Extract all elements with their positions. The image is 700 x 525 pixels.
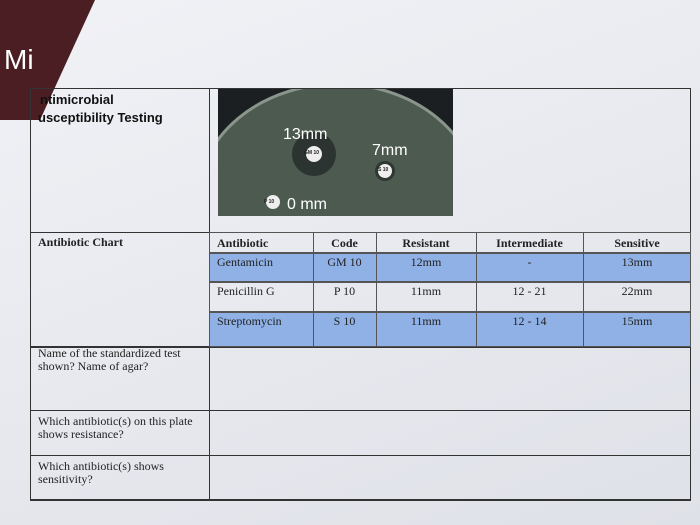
table-row <box>209 312 691 347</box>
table-row <box>209 282 691 312</box>
question: Which antibiotic(s) on this plate shows … <box>38 414 193 441</box>
column-divider <box>476 312 477 347</box>
blank-cell <box>30 455 210 500</box>
table-cell: 11mm <box>410 284 442 298</box>
table-cell: Streptomycin <box>217 314 282 328</box>
column-divider <box>583 312 584 347</box>
table-cell: 13mm <box>621 255 653 269</box>
plate-photo <box>218 89 453 216</box>
table-row <box>209 253 691 282</box>
table-row <box>209 232 691 253</box>
column-divider <box>476 282 477 312</box>
title-line: usceptibility Testing <box>38 110 163 125</box>
disk-label: P 10 <box>264 199 275 205</box>
table-cell: 22mm <box>621 284 653 298</box>
column-divider <box>313 312 314 347</box>
column-divider <box>376 232 377 253</box>
corner-text: Mi <box>4 44 34 75</box>
table-cell: P 10 <box>333 284 356 298</box>
table-cell: GM 10 <box>327 255 362 269</box>
title-line: ntimicrobial <box>40 92 114 107</box>
column-divider <box>313 253 314 282</box>
column-divider <box>583 232 584 253</box>
blank-cell <box>209 455 691 500</box>
column-header: Intermediate <box>496 236 563 250</box>
column-header: Antibiotic <box>217 236 269 250</box>
plate-label: 13mm <box>283 126 328 143</box>
table-cell: 12 - 14 <box>512 314 547 328</box>
column-divider <box>313 282 314 312</box>
table-cell: Penicillin G <box>217 284 275 298</box>
column-header: Resistant <box>402 236 450 250</box>
table-cell: Gentamicin <box>217 255 273 269</box>
chart-label-cell <box>30 232 210 347</box>
disk-label: GM 10 <box>304 150 320 156</box>
question: Name of the standardized test shown? Nam… <box>38 346 181 373</box>
table-cell: 15mm <box>621 314 653 328</box>
table-cell: 11mm <box>410 314 442 328</box>
plate-label: 7mm <box>372 142 408 159</box>
column-divider <box>313 232 314 253</box>
column-divider <box>376 282 377 312</box>
column-divider <box>476 253 477 282</box>
column-divider <box>583 253 584 282</box>
table-cell: 12 - 21 <box>512 284 547 298</box>
disk-label: S 10 <box>378 167 389 173</box>
column-divider <box>376 253 377 282</box>
column-divider <box>376 312 377 347</box>
column-header: Sensitive <box>614 236 660 250</box>
answer-cell <box>209 410 691 456</box>
column-header: Code <box>331 236 358 250</box>
table-cell: S 10 <box>333 314 356 328</box>
answer-cell <box>209 347 691 411</box>
column-divider <box>583 282 584 312</box>
table-cell: 12mm <box>410 255 442 269</box>
table-cell: - <box>527 255 532 269</box>
plate-label: 0 mm <box>287 196 327 213</box>
column-divider <box>476 232 477 253</box>
question: Which antibiotic(s) shows sensitivity? <box>38 459 164 486</box>
chart-label: Antibiotic Chart <box>38 235 123 249</box>
